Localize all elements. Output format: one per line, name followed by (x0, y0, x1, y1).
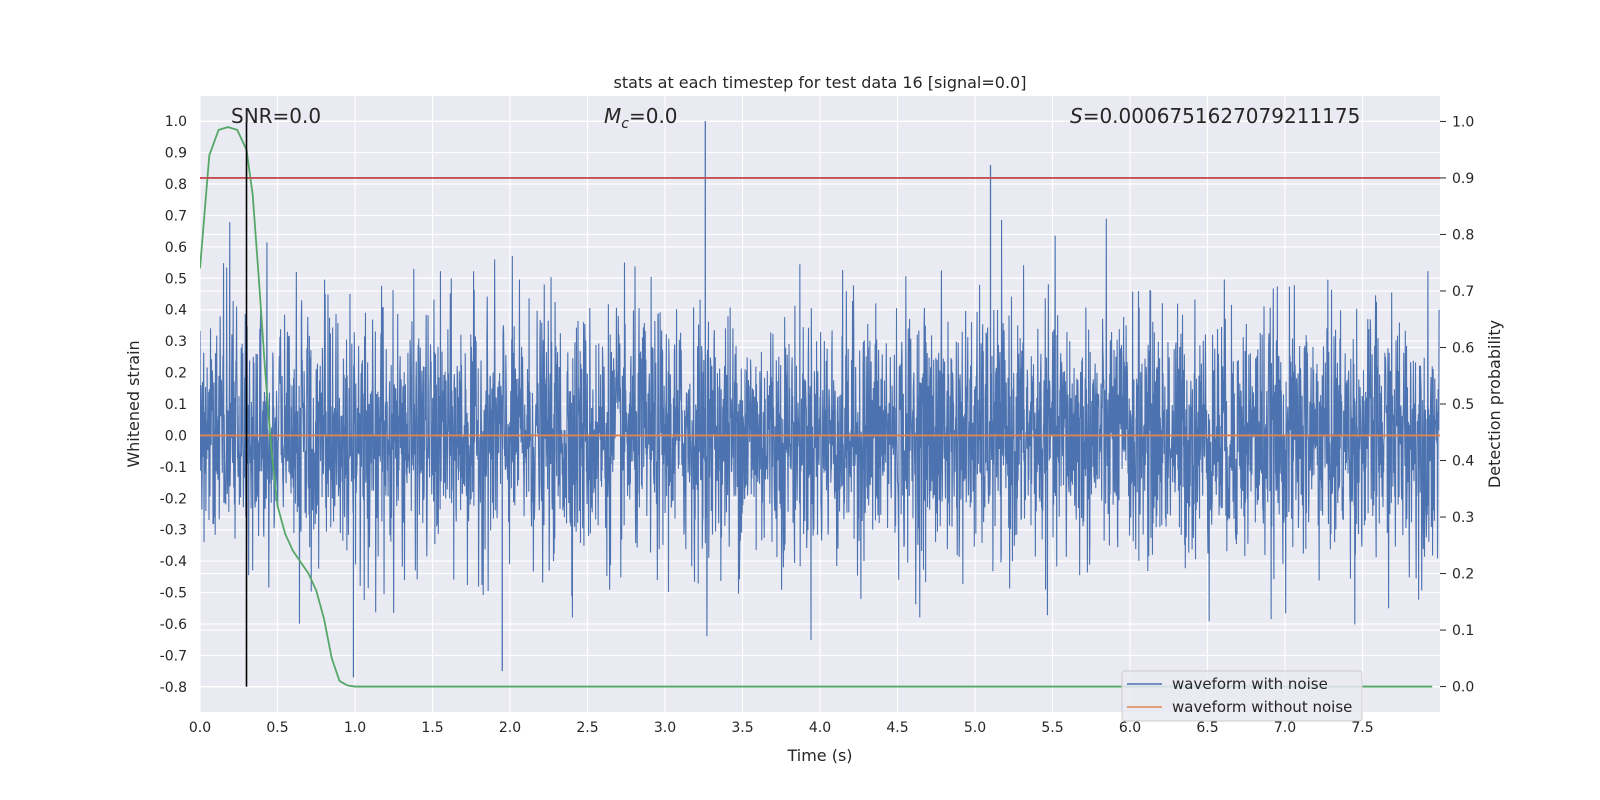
y-tick-label-left: -0.6 (160, 617, 187, 633)
y-tick-label-left: 0.7 (165, 208, 187, 224)
x-axis-label: Time (s) (786, 746, 852, 765)
y-tick-label-right: 0.1 (1452, 623, 1474, 639)
y-tick-label-left: 0.1 (165, 397, 187, 413)
y-tick-label-right: 1.0 (1452, 114, 1474, 130)
y-tick-label-right: 0.5 (1452, 397, 1474, 413)
y-tick-label-right: 0.9 (1452, 171, 1474, 187)
x-tick-label: 0.5 (266, 720, 288, 736)
s-annotation: S=0.0006751627079211175 (1070, 104, 1360, 128)
x-tick-label: 1.5 (421, 720, 443, 736)
y-axis-label-left: Whitened strain (124, 340, 143, 467)
y-tick-label-right: 0.3 (1452, 510, 1474, 526)
y-tick-label-right: 0.0 (1452, 680, 1474, 696)
legend: waveform with noise waveform without noi… (1121, 670, 1363, 722)
x-tick-label: 2.0 (499, 720, 521, 736)
y-tick-label-left: 1.0 (165, 114, 187, 130)
s-symbol: S (1070, 104, 1083, 128)
y-tick-label-left: -0.5 (160, 586, 187, 602)
y-tick-label-left: -0.2 (160, 491, 187, 507)
y-tick-label-left: 0.8 (165, 177, 187, 193)
x-tick-label: 5.0 (964, 720, 986, 736)
mc-subscript: c (621, 116, 629, 132)
y-tick-label-left: 0.0 (165, 428, 187, 444)
snr-annotation: SNR=0.0 (231, 104, 321, 128)
y-tick-label-left: 0.5 (165, 271, 187, 287)
y-tick-label-left: 0.4 (165, 303, 187, 319)
y-tick-label-right: 0.8 (1452, 227, 1474, 243)
y-tick-label-left: -0.8 (160, 680, 187, 696)
legend-label-clean: waveform without noise (1172, 698, 1352, 716)
x-tick-label: 5.5 (1041, 720, 1063, 736)
y-tick-label-left: -0.3 (160, 523, 187, 539)
mc-symbol: M (604, 104, 621, 128)
x-tick-label: 4.5 (886, 720, 908, 736)
x-tick-label: 0.0 (189, 720, 211, 736)
y-tick-label-left: -0.1 (160, 460, 187, 476)
chart-title: stats at each timestep for test data 16 … (614, 73, 1027, 92)
x-tick-label: 6.0 (1119, 720, 1141, 736)
x-tick-label: 1.0 (344, 720, 366, 736)
legend-box (1121, 670, 1363, 722)
x-tick-label: 4.0 (809, 720, 831, 736)
y-tick-label-left: 0.6 (165, 240, 187, 256)
y-tick-label-left: -0.7 (160, 648, 187, 664)
x-tick-label: 2.5 (576, 720, 598, 736)
s-value: =0.0006751627079211175 (1083, 104, 1361, 128)
y-tick-label-right: 0.4 (1452, 454, 1474, 470)
series-detection-probability (200, 126, 1433, 688)
ticks: 0.0 0.5 1.0 1.5 2.0 2.5 3.0 3.5 4.0 4.5 5.0 5.5 6.0 6… (160, 114, 1475, 736)
series-noise-waveform (200, 218, 1440, 641)
y-tick-label-right: 0.7 (1452, 284, 1474, 300)
y-tick-label-left: 0.3 (165, 334, 187, 350)
mc-annotation: Mc=0.0 (604, 104, 678, 132)
x-tick-label: 7.0 (1274, 720, 1296, 736)
y-tick-label-right: 0.6 (1452, 340, 1474, 356)
x-tick-label: 6.5 (1196, 720, 1218, 736)
mc-value: =0.0 (629, 104, 678, 128)
y-tick-label-right: 0.2 (1452, 567, 1474, 583)
x-tick-label: 3.0 (654, 720, 676, 736)
x-tick-label: 7.5 (1351, 720, 1373, 736)
y-tick-label-left: 0.9 (165, 146, 187, 162)
x-tick-label: 3.5 (731, 720, 753, 736)
legend-label-noise: waveform with noise (1172, 675, 1328, 693)
y-tick-label-left: 0.2 (165, 366, 187, 382)
y-tick-label-left: -0.4 (160, 554, 187, 570)
series-layer (200, 121, 1440, 688)
y-axis-label-right: Detection probability (1485, 320, 1504, 488)
